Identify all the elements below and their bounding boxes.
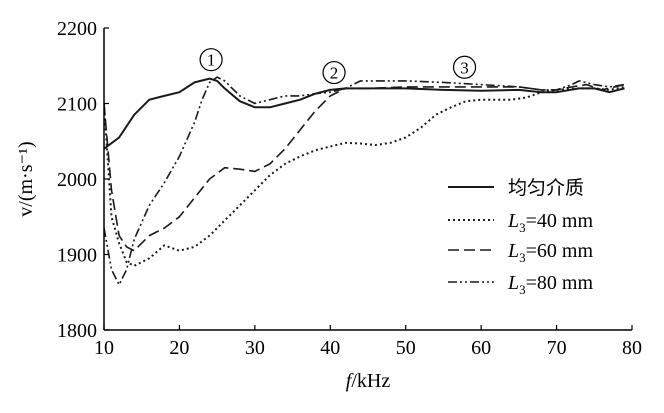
legend-label-l3-40mm: L3=40 mm (507, 210, 593, 235)
y-tick-label: 1800 (57, 320, 97, 342)
legend-label-symbol: L (507, 210, 519, 232)
annotation-circle (322, 60, 346, 85)
y-tick-label: 2000 (57, 169, 97, 191)
x-tick-label: 40 (320, 337, 340, 359)
annotations: 1 2 3 (199, 48, 477, 85)
legend-label-subscript: 3 (519, 250, 526, 265)
legend-label-value: =80 mm (526, 272, 594, 294)
x-axis-label: f/kHz (346, 370, 391, 392)
legend-label-symbol: L (507, 272, 519, 294)
x-tick-label: 60 (471, 337, 491, 359)
legend-label-l3-60mm: L3=60 mm (507, 240, 593, 265)
x-axis-label-symbol: f (346, 370, 354, 392)
x-axis-label-unit: /kHz (351, 370, 390, 392)
series-line-uniform-medium (104, 77, 625, 150)
legend-label-value: =60 mm (526, 240, 594, 262)
legend-label-symbol: L (507, 240, 519, 262)
plot-lines (104, 76, 625, 286)
x-tick-label: 20 (169, 337, 189, 359)
x-tick-label: 10 (94, 337, 114, 359)
y-tick-label: 1900 (57, 245, 97, 267)
legend-label-subscript: 3 (519, 220, 526, 235)
axes: 10 20 30 40 50 60 70 80 1800 1900 2000 2100 2200 f/kH… (15, 18, 642, 392)
y-axis-label: v/(m·s⁻¹) (15, 141, 37, 216)
x-tick-label: 50 (396, 337, 416, 359)
x-tick-label: 30 (245, 337, 265, 359)
y-tick-label: 2100 (57, 94, 97, 116)
annotation-circle (199, 48, 223, 72)
annotation-number: 3 (460, 58, 469, 77)
y-tick-label: 2200 (57, 18, 97, 40)
series-line-l3-80mm (104, 76, 625, 286)
legend-label-uniform-medium: 均匀介质 (508, 177, 584, 199)
legend-label-value: =40 mm (526, 210, 594, 232)
series-line-l3-60mm (104, 83, 625, 252)
annotation-number: 2 (330, 64, 339, 83)
x-tick-label: 70 (547, 337, 567, 359)
legend-label-subscript: 3 (519, 282, 526, 297)
series-line-l3-40mm (104, 85, 625, 267)
annotation-circle (452, 55, 477, 79)
x-tick-label: 80 (622, 337, 642, 359)
annotation-number: 1 (207, 51, 216, 70)
legend-label-l3-80mm: L3=80 mm (507, 272, 593, 297)
